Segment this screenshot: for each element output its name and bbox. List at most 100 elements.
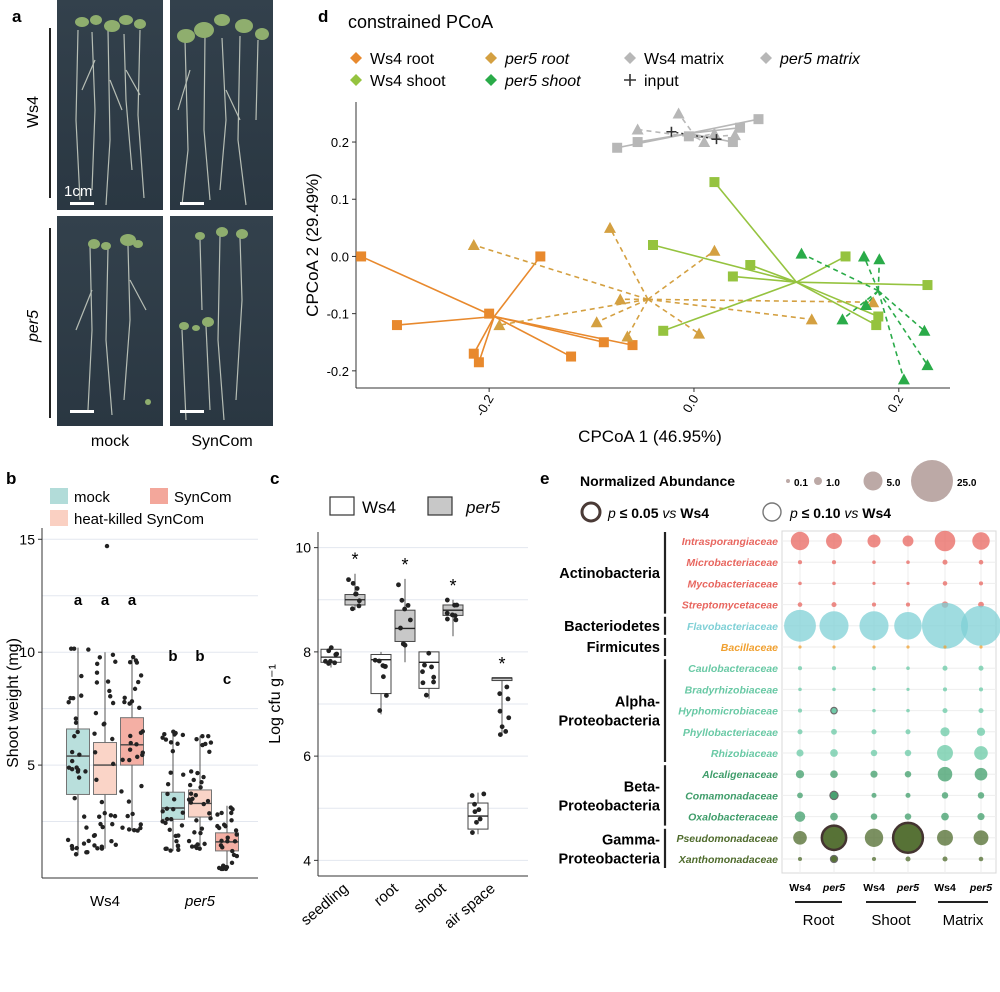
data-point (346, 577, 351, 583)
bubble (871, 856, 877, 862)
chart-title: constrained PCoA (348, 12, 493, 32)
data-point (229, 818, 234, 823)
data-point (110, 761, 116, 767)
family-label: Flavobacteriaceae (687, 621, 778, 633)
centroid-spoke (493, 255, 541, 317)
data-point (201, 774, 206, 780)
panel-label-c: c (270, 469, 279, 488)
data-point (223, 866, 229, 872)
data-point (127, 757, 132, 763)
data-point (225, 835, 230, 840)
y-tick-label: 6 (303, 748, 311, 764)
significance-letter: c (223, 671, 231, 688)
sig-legend-text-part: p (789, 505, 798, 521)
data-point (200, 742, 205, 748)
legend-label: input (644, 73, 679, 90)
panel-b-chart: 5 10 15 Shoot weight (mg) Ws4 per5 a a a b b c mock S… (5, 488, 258, 910)
data-point (180, 810, 186, 815)
bubble (832, 645, 836, 649)
data-point (225, 839, 230, 844)
centroid-spoke (647, 298, 874, 303)
data-point (497, 708, 503, 714)
family-label: Rhizobiaceae (711, 748, 778, 760)
data-point (113, 659, 118, 664)
bubble (797, 666, 803, 671)
data-point (81, 841, 87, 846)
data-point (84, 825, 89, 830)
family-label: Comamonadaceae (685, 790, 778, 802)
family-label: Mycobacteriaceae (688, 578, 779, 590)
bubble (797, 560, 803, 565)
bubble (794, 811, 806, 822)
data-point (131, 654, 136, 660)
data-point (199, 780, 204, 785)
data-point (230, 848, 235, 854)
centroid-spoke (841, 290, 879, 320)
bubble (829, 790, 839, 801)
bubble (942, 856, 948, 862)
x-tick-label: air space (441, 880, 499, 932)
data-point (126, 827, 132, 832)
legend-swatch-per5 (427, 496, 453, 516)
centroid-spoke (626, 298, 649, 337)
data-point (477, 816, 483, 822)
data-point (229, 860, 235, 866)
legend-label: Ws4 matrix (644, 51, 724, 68)
data-point (71, 646, 77, 651)
data-point (208, 740, 214, 745)
phylum-label: Bacteriodetes (564, 619, 660, 635)
data-point (171, 806, 176, 812)
data-point (223, 823, 228, 829)
y-tick-label: -0.1 (327, 307, 349, 322)
bubble (978, 687, 984, 692)
y-tick-label: 15 (19, 531, 35, 547)
bubble (832, 687, 836, 692)
data-point (873, 311, 884, 322)
data-point (444, 610, 450, 616)
data-point (506, 715, 512, 721)
data-point (179, 823, 185, 828)
data-point (65, 837, 71, 843)
box-mock (161, 791, 185, 820)
data-point (208, 816, 213, 821)
data-point (108, 813, 114, 818)
legend-label: heat-killed SynCom (74, 511, 204, 528)
bubble (902, 535, 914, 547)
data-point (105, 679, 111, 684)
data-point (206, 733, 211, 739)
data-point (69, 843, 75, 849)
data-point (162, 731, 167, 737)
data-point (193, 844, 198, 849)
data-point (484, 308, 495, 319)
family-label: Microbacteriaceae (686, 557, 778, 569)
data-point (72, 734, 77, 739)
x-tick-label: root (371, 880, 402, 910)
data-point (94, 670, 100, 675)
data-point (201, 801, 206, 807)
column-group-label: Matrix (943, 912, 984, 929)
legend-label-per5: per5 (465, 498, 501, 517)
centroid-spoke (609, 227, 649, 300)
sig-legend-label: p ≤ 0.05 vs Ws4 (607, 505, 709, 521)
bubble (830, 770, 838, 779)
centroid-spoke (877, 290, 929, 366)
legend-label: per5 root (504, 51, 570, 68)
column-label: per5 (969, 882, 992, 894)
phylum-label: Actinobacteria (559, 566, 661, 582)
bubble (870, 770, 878, 778)
data-point (467, 239, 480, 250)
data-point (66, 765, 72, 770)
data-point (229, 810, 234, 816)
data-point (384, 693, 389, 698)
data-point (139, 783, 144, 789)
data-point (468, 348, 479, 359)
data-point (92, 750, 98, 755)
legend-label: per5 matrix (779, 51, 861, 68)
y-axis-label: Log cfu g⁻¹ (267, 664, 284, 744)
data-point (380, 674, 386, 680)
data-point (138, 822, 143, 827)
data-point (102, 721, 107, 726)
data-point (444, 597, 450, 603)
bubble (906, 666, 910, 670)
data-point (745, 260, 756, 271)
